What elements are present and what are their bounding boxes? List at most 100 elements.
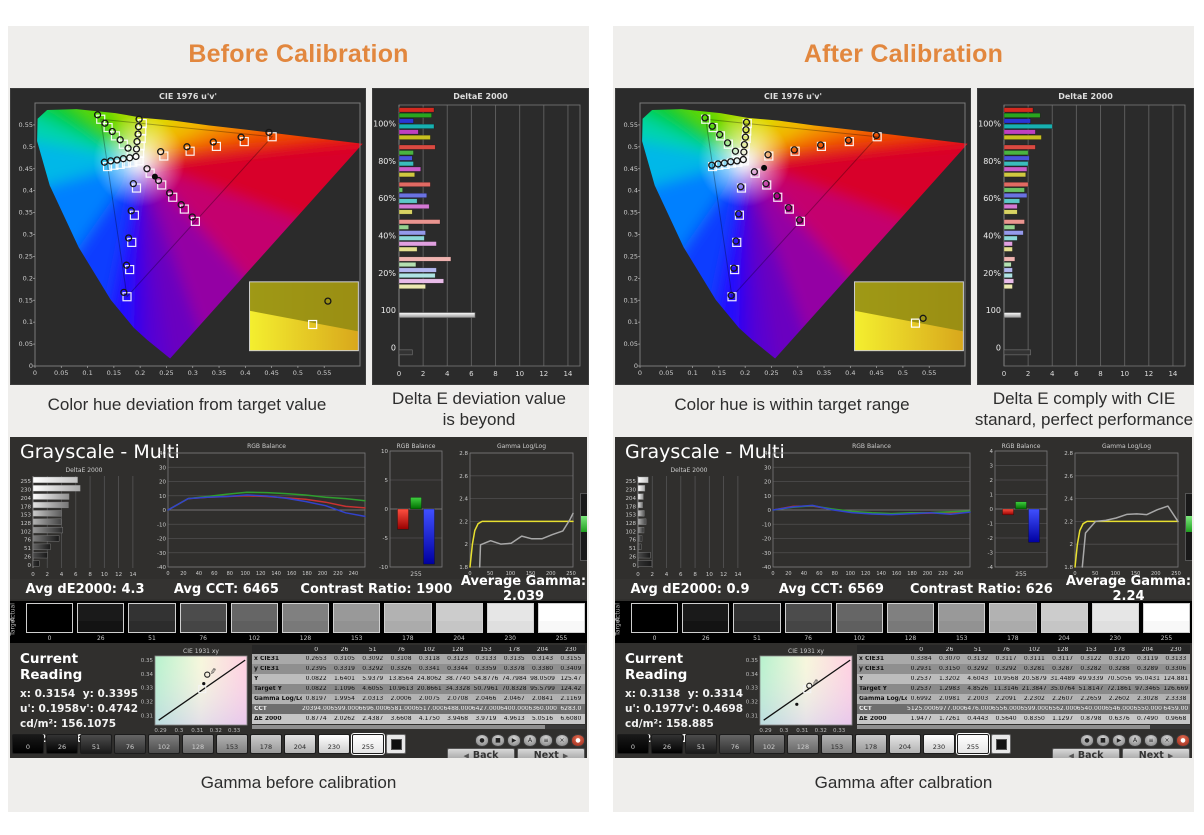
next-button[interactable]: Next ▶ (1122, 748, 1190, 758)
svg-text:12: 12 (115, 572, 122, 578)
table-cell: 1.2983 (938, 686, 960, 692)
grayscale-swatch: 178 (382, 601, 433, 642)
pattern-level-button-76[interactable]: 76 (114, 734, 146, 754)
pattern-level-button-128[interactable]: 128 (182, 734, 214, 754)
svg-text:0.15: 0.15 (712, 369, 726, 377)
next-button[interactable]: Next ▶ (517, 748, 585, 758)
svg-text:100: 100 (381, 306, 396, 315)
svg-text:180: 180 (302, 571, 312, 577)
pattern-level-button-102[interactable]: 102 (753, 734, 785, 754)
svg-text:10: 10 (101, 572, 108, 578)
svg-text:220: 220 (938, 571, 948, 577)
svg-text:60: 60 (211, 571, 217, 577)
pattern-window-button[interactable] (386, 734, 406, 754)
grayscale-swatch: 255 (1141, 601, 1192, 642)
table-row: ΔE 2000 1.9477 1.7261 0.4443 0.5640 0.8350 1.1… (857, 714, 1190, 724)
svg-text:100: 100 (845, 571, 855, 577)
table-cell: 4.8526 (967, 686, 989, 692)
svg-text:0.25: 0.25 (764, 369, 778, 377)
level-slider[interactable] (580, 493, 587, 561)
svg-text:178: 178 (21, 504, 32, 510)
pattern-level-button-0[interactable]: 0 (617, 734, 649, 754)
menu-icon[interactable]: ≡ (539, 734, 553, 747)
svg-text:128: 128 (21, 521, 32, 527)
record-icon[interactable]: ● (571, 734, 585, 747)
stop-icon[interactable]: ■ (1096, 734, 1110, 747)
play-icon[interactable]: ▶ (507, 734, 521, 747)
pattern-level-button-76[interactable]: 76 (719, 734, 751, 754)
close-icon[interactable]: × (1160, 734, 1174, 747)
level-slider-thumb[interactable] (1186, 516, 1192, 532)
svg-text:RGB Balance: RGB Balance (1002, 443, 1041, 450)
svg-text:-20: -20 (157, 537, 166, 543)
table-cell: 0.3143 (532, 656, 554, 662)
stop-icon[interactable]: ■ (491, 734, 505, 747)
pattern-level-button-153[interactable]: 153 (821, 734, 853, 754)
auto-icon[interactable]: A (1128, 734, 1142, 747)
level-slider[interactable] (1185, 493, 1192, 561)
record-icon[interactable]: ● (1176, 734, 1190, 747)
swatch-label: 0 (47, 635, 52, 642)
level-slider-thumb[interactable] (581, 516, 587, 532)
svg-text:10: 10 (381, 449, 388, 455)
power-icon[interactable]: ● (1080, 734, 1094, 747)
svg-text:100%: 100% (373, 120, 396, 129)
svg-text:-10: -10 (379, 565, 388, 571)
pattern-level-button-51[interactable]: 51 (80, 734, 112, 754)
pattern-level-button-153[interactable]: 153 (216, 734, 248, 754)
pattern-level-button-255[interactable]: 255 (956, 733, 990, 755)
pattern-level-button-230[interactable]: 230 (318, 734, 350, 754)
table-cell: 0.3120 (1108, 656, 1130, 662)
svg-text:8: 8 (88, 572, 92, 578)
table-cell: 0.3344 (447, 666, 469, 672)
close-icon[interactable]: × (555, 734, 569, 747)
table-cell: 4.9613 (503, 716, 525, 722)
pattern-level-button-102[interactable]: 102 (148, 734, 180, 754)
grayscale-swatch: 255 (536, 601, 587, 642)
pattern-level-button-26[interactable]: 26 (46, 734, 78, 754)
back-button[interactable]: ◀ Back (1052, 748, 1120, 758)
pattern-level-button-230[interactable]: 230 (923, 734, 955, 754)
measurement-table: 0 26 51 76 102 128 153 178 204 230 x CIE31 0.3384 0.… (857, 645, 1190, 735)
auto-icon[interactable]: A (523, 734, 537, 747)
svg-text:0.32: 0.32 (746, 700, 758, 706)
table-cell: 1.3202 (938, 676, 960, 682)
power-icon[interactable]: ● (475, 734, 489, 747)
cie-1976-diagram: CIE 1976 u'v' 0 0 0.05 0.05 0.1 0.1 0.15 0.15 0.2… (10, 88, 366, 385)
pattern-level-button-178[interactable]: 178 (855, 734, 887, 754)
svg-text:0.3: 0.3 (628, 231, 638, 239)
play-icon[interactable]: ▶ (1112, 734, 1126, 747)
pattern-level-button-255[interactable]: 255 (351, 733, 385, 755)
svg-text:0.34: 0.34 (746, 672, 759, 678)
pattern-level-button-128[interactable]: 128 (787, 734, 819, 754)
pattern-level-button-204[interactable]: 204 (284, 734, 316, 754)
table-cell: 0.7490 (1137, 716, 1159, 722)
deltae-caption: Delta E deviation value is beyond (368, 388, 590, 431)
back-button[interactable]: ◀ Back (447, 748, 515, 758)
reading-luminance: cd/m²: 156.1075 (20, 718, 117, 730)
svg-text:2.4: 2.4 (1064, 497, 1073, 503)
svg-text:4: 4 (445, 370, 450, 378)
svg-text:0.3: 0.3 (188, 369, 198, 377)
pattern-level-button-0[interactable]: 0 (12, 734, 44, 754)
svg-text:DeltaE 2000: DeltaE 2000 (453, 92, 508, 101)
bottom-caption: Gamma after calbration (814, 773, 993, 792)
page-title: After Calibration (803, 40, 1004, 68)
table-scrollbar[interactable] (857, 725, 1190, 729)
svg-text:DeltaE 2000: DeltaE 2000 (1058, 92, 1113, 101)
svg-text:120: 120 (256, 571, 266, 577)
pattern-level-button-178[interactable]: 178 (250, 734, 282, 754)
table-row: Target Y 0.2537 1.2983 4.8526 11.3146 21.3847… (857, 684, 1190, 694)
menu-icon[interactable]: ≡ (1144, 734, 1158, 747)
svg-text:0: 0 (31, 572, 35, 578)
svg-text:6: 6 (1074, 370, 1079, 378)
pattern-level-button-204[interactable]: 204 (889, 734, 921, 754)
pattern-level-button-51[interactable]: 51 (685, 734, 717, 754)
table-cell: 0.3288 (1108, 666, 1130, 672)
table-scrollbar[interactable] (252, 725, 585, 729)
pattern-level-button-26[interactable]: 26 (651, 734, 683, 754)
table-column-header: 128 (1056, 646, 1069, 653)
pattern-window-button[interactable] (991, 734, 1011, 754)
grayscale-swatch: 0 (629, 601, 680, 642)
svg-text:0: 0 (990, 507, 994, 513)
